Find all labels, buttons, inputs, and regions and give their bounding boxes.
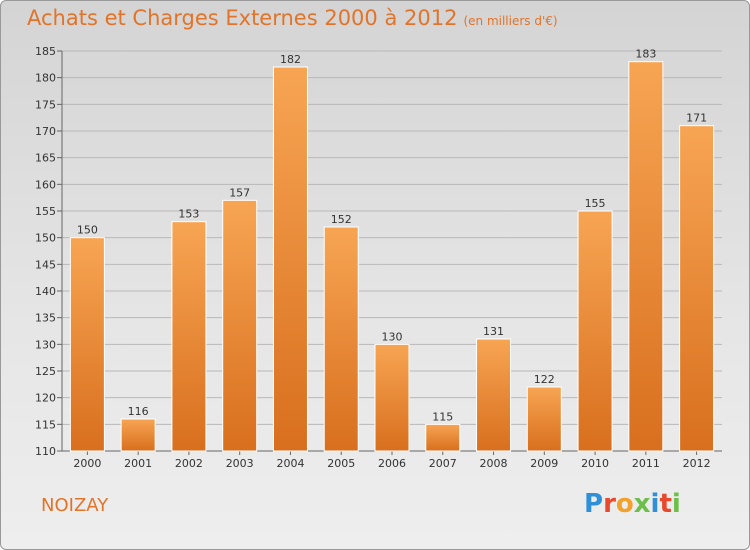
logo-letter: i bbox=[650, 489, 660, 519]
x-tick-label: 2010 bbox=[581, 457, 609, 470]
y-tick-label: 180 bbox=[35, 72, 56, 85]
x-tick-label: 2004 bbox=[276, 457, 304, 470]
x-tick-label: 2005 bbox=[327, 457, 355, 470]
x-tick-label: 2000 bbox=[73, 457, 101, 470]
x-tick-label: 2006 bbox=[378, 457, 406, 470]
value-label: 155 bbox=[585, 197, 606, 210]
logo-letter: o bbox=[615, 489, 634, 519]
x-tick-label: 2007 bbox=[429, 457, 457, 470]
x-tick-label: 2002 bbox=[175, 457, 203, 470]
bar-2002 bbox=[171, 221, 207, 452]
city-name: NOIZAY bbox=[41, 495, 109, 516]
y-tick-label: 135 bbox=[35, 312, 56, 325]
logo-letter: i bbox=[671, 489, 681, 519]
x-tick-label: 2009 bbox=[530, 457, 558, 470]
bar-2005 bbox=[323, 226, 359, 452]
value-label: 150 bbox=[77, 224, 98, 237]
y-tick-label: 175 bbox=[35, 98, 56, 111]
bar-2000 bbox=[69, 237, 105, 452]
value-label: 131 bbox=[483, 325, 504, 338]
value-label: 153 bbox=[178, 208, 199, 221]
value-label: 116 bbox=[128, 405, 149, 418]
y-tick-label: 185 bbox=[35, 45, 56, 58]
y-tick-label: 110 bbox=[35, 445, 56, 458]
y-tick-label: 150 bbox=[35, 232, 56, 245]
y-tick-label: 125 bbox=[35, 365, 56, 378]
x-tick-label: 2011 bbox=[632, 457, 660, 470]
bar-2008 bbox=[476, 338, 512, 452]
y-tick-label: 115 bbox=[35, 418, 56, 431]
logo-letter: t bbox=[659, 489, 672, 519]
bar-2007 bbox=[425, 423, 461, 452]
value-label: 183 bbox=[635, 48, 656, 61]
proxiti-logo: Proxiti bbox=[584, 489, 681, 519]
value-label: 171 bbox=[686, 112, 707, 125]
bar-2011 bbox=[628, 61, 664, 452]
y-tick-label: 160 bbox=[35, 178, 56, 191]
logo-letter: P bbox=[584, 489, 604, 519]
x-tick-label: 2003 bbox=[226, 457, 254, 470]
x-tick-label: 2008 bbox=[480, 457, 508, 470]
bar-2004 bbox=[272, 66, 308, 452]
labels: 110 115 120 125 130 135 140 145 150 155 160 165 170 1… bbox=[35, 45, 711, 470]
bars bbox=[69, 61, 715, 452]
logo-letter: x bbox=[633, 489, 651, 519]
y-tick-label: 140 bbox=[35, 285, 56, 298]
y-tick-label: 145 bbox=[35, 258, 56, 271]
y-tick-label: 120 bbox=[35, 392, 56, 405]
value-label: 157 bbox=[229, 186, 250, 199]
bar-2012 bbox=[679, 125, 715, 452]
x-tick-label: 2012 bbox=[683, 457, 711, 470]
value-label: 152 bbox=[331, 213, 352, 226]
value-label: 182 bbox=[280, 53, 301, 66]
bar-2003 bbox=[222, 199, 258, 452]
value-label: 122 bbox=[534, 373, 555, 386]
x-tick-label: 2001 bbox=[124, 457, 152, 470]
y-tick-label: 165 bbox=[35, 152, 56, 165]
value-label: 130 bbox=[382, 330, 403, 343]
chart-title-text: Achats et Charges Externes 2000 à 2012 bbox=[27, 6, 458, 30]
bar-2009 bbox=[526, 386, 562, 452]
logo-letter: r bbox=[603, 489, 616, 519]
y-tick-label: 170 bbox=[35, 125, 56, 138]
bar-2010 bbox=[577, 210, 613, 452]
chart-title: Achats et Charges Externes 2000 à 2012 (e… bbox=[27, 6, 558, 30]
y-tick-label: 155 bbox=[35, 205, 56, 218]
bar-2006 bbox=[374, 343, 410, 452]
chart-subtitle: (en milliers d'€) bbox=[463, 14, 558, 28]
value-label: 115 bbox=[432, 410, 453, 423]
y-tick-label: 130 bbox=[35, 338, 56, 351]
bar-2001 bbox=[120, 418, 156, 452]
